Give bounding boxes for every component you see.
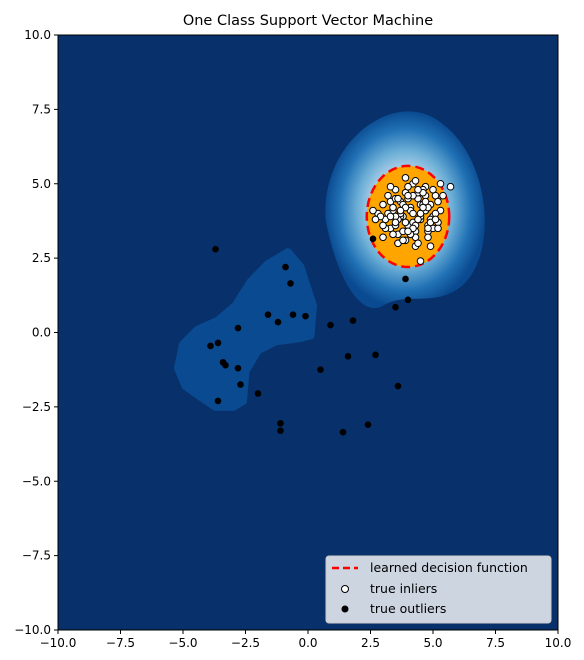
x-tick-label: 5.0 bbox=[423, 636, 442, 650]
outlier-point bbox=[404, 296, 412, 304]
legend-label-decision: learned decision function bbox=[370, 560, 528, 575]
x-tick-label: −10.0 bbox=[40, 636, 77, 650]
inlier-point bbox=[394, 194, 402, 203]
inlier-point bbox=[434, 224, 442, 233]
outlier-point bbox=[327, 321, 334, 329]
outlier-point bbox=[277, 427, 284, 434]
outlier-point bbox=[349, 317, 357, 324]
outlier-point bbox=[392, 303, 399, 311]
inlier-point bbox=[379, 221, 387, 230]
outlier-point bbox=[234, 324, 242, 332]
x-tick-label: −7.5 bbox=[106, 636, 135, 650]
x-tick-label: 10.0 bbox=[545, 636, 572, 650]
y-axis: −10.0 −7.5 −5.0 −2.5 0.0 2.5 5.0 7.5 10.0 bbox=[14, 28, 58, 637]
inlier-point bbox=[434, 197, 442, 206]
x-tick-label: 2.5 bbox=[361, 636, 380, 650]
inlier-point bbox=[426, 242, 435, 251]
outer-decision-region bbox=[174, 248, 317, 411]
inlier-point bbox=[371, 215, 380, 224]
x-axis: −10.0 −7.5 −5.0 −2.5 0.0 2.5 5.0 7.5 10.0 bbox=[40, 630, 572, 650]
inlier-point bbox=[404, 191, 412, 200]
outlier-point bbox=[282, 263, 289, 271]
y-tick-label: 2.5 bbox=[32, 251, 51, 265]
outlier-point bbox=[207, 342, 214, 350]
inlier-point bbox=[446, 182, 455, 191]
y-tick-label: 10.0 bbox=[24, 28, 51, 42]
inlier-point bbox=[429, 185, 437, 194]
y-tick-label: −2.5 bbox=[22, 400, 51, 414]
outlier-point bbox=[364, 421, 372, 429]
inlier-region bbox=[366, 165, 450, 268]
outlier-point bbox=[212, 245, 219, 253]
plot-area bbox=[58, 35, 558, 630]
x-tick-label: 7.5 bbox=[486, 636, 505, 650]
y-tick-label: −5.0 bbox=[22, 474, 51, 488]
chart-title: One Class Support Vector Machine bbox=[183, 13, 433, 29]
outlier-point bbox=[264, 311, 272, 318]
inlier-point bbox=[386, 182, 395, 191]
outlier-point bbox=[222, 361, 229, 369]
inlier-point bbox=[424, 233, 432, 242]
inlier-point bbox=[379, 233, 387, 242]
inlier-point bbox=[411, 176, 420, 185]
outlier-point bbox=[234, 364, 242, 372]
x-tick-label: 0.0 bbox=[298, 636, 317, 650]
outlier-point bbox=[339, 428, 347, 436]
inlier-point bbox=[414, 239, 422, 248]
outlier-point bbox=[317, 366, 324, 373]
legend-label-outliers: true outliers bbox=[370, 601, 446, 616]
inlier-point bbox=[419, 203, 427, 212]
y-tick-label: 5.0 bbox=[32, 177, 51, 191]
inlier-point bbox=[396, 206, 405, 215]
outlier-point bbox=[214, 397, 222, 405]
outlier-point bbox=[369, 235, 377, 243]
outlier-point bbox=[302, 312, 309, 320]
decision-boundary-line bbox=[365, 164, 451, 269]
inlier-points bbox=[369, 174, 455, 265]
outlier-point bbox=[402, 275, 409, 283]
inlier-point bbox=[369, 206, 377, 215]
legend-outlier-marker bbox=[341, 605, 349, 613]
inlier-point bbox=[404, 182, 412, 191]
outlier-point bbox=[372, 351, 379, 359]
inlier-point bbox=[404, 227, 412, 236]
outlier-points bbox=[207, 235, 412, 436]
inlier-point bbox=[416, 257, 425, 265]
inlier-point bbox=[391, 218, 400, 227]
legend-inlier-marker bbox=[341, 585, 349, 593]
legend-box bbox=[325, 555, 552, 624]
y-tick-label: 0.0 bbox=[32, 326, 51, 340]
outlier-point bbox=[287, 280, 294, 287]
outlier-point bbox=[394, 382, 402, 390]
outlier-point bbox=[289, 311, 297, 318]
legend-label-inliers: true inliers bbox=[370, 581, 437, 596]
legend: learned decision function true inliers t… bbox=[325, 555, 552, 624]
x-tick-label: −2.5 bbox=[231, 636, 260, 650]
outlier-point bbox=[214, 339, 222, 347]
inlier-point bbox=[414, 185, 422, 194]
outlier-point bbox=[237, 381, 244, 388]
y-tick-label: −7.5 bbox=[22, 549, 51, 563]
outlier-point bbox=[277, 419, 284, 427]
inlier-point bbox=[431, 215, 440, 224]
inlier-point bbox=[401, 218, 410, 227]
x-tick-label: −5.0 bbox=[168, 636, 197, 650]
inlier-point bbox=[399, 236, 407, 245]
outlier-point bbox=[254, 390, 262, 397]
inlier-point bbox=[379, 200, 387, 209]
y-tick-label: −10.0 bbox=[14, 623, 51, 637]
inlier-point bbox=[386, 212, 395, 221]
inlier-point bbox=[436, 179, 445, 188]
y-tick-label: 7.5 bbox=[32, 102, 51, 116]
inlier-point bbox=[389, 230, 397, 239]
inlier-point bbox=[424, 224, 432, 233]
outlier-point bbox=[274, 318, 282, 326]
inlier-point bbox=[439, 191, 447, 200]
outlier-point bbox=[344, 353, 352, 360]
inlier-point bbox=[409, 209, 417, 218]
inlier-point bbox=[401, 174, 410, 182]
